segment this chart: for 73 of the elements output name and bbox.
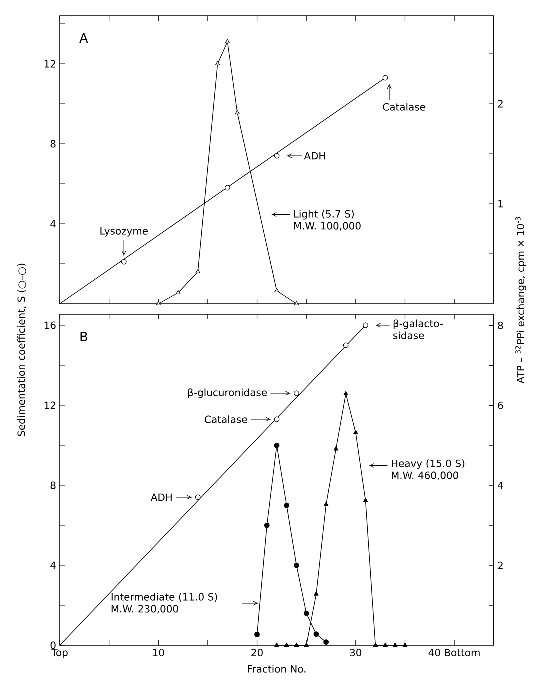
point: [324, 502, 329, 506]
point: [225, 39, 230, 44]
point: [215, 61, 220, 66]
point: [343, 342, 349, 348]
annotation: ADH: [150, 494, 172, 502]
annotation: A: [80, 34, 88, 43]
point: [304, 610, 310, 616]
point: [383, 642, 388, 647]
point: [324, 640, 330, 645]
y2-tick-label: 2: [498, 100, 503, 108]
point: [284, 642, 290, 647]
annotation: β-galacto-sidase: [394, 320, 444, 340]
y2-tick-label: 2: [498, 562, 503, 570]
annotation: B: [80, 332, 88, 342]
y-tick-label: 4: [50, 220, 56, 228]
point: [304, 642, 309, 647]
point: [294, 301, 300, 306]
annotation: Catalase: [383, 103, 426, 111]
point: [294, 642, 300, 647]
y2-axis-title: ATP – $^{32}$PPi exchange, cpm × 10$^{-3}$: [516, 217, 526, 384]
y-tick-label: 8: [50, 482, 56, 490]
y-tick-label: 0: [50, 642, 56, 650]
point: [294, 562, 300, 568]
annotation: Catalase: [205, 416, 248, 424]
point: [274, 642, 280, 647]
y-tick-label: 8: [50, 140, 56, 148]
point: [156, 301, 162, 306]
x-tick-label: 30: [350, 649, 362, 657]
point: [363, 322, 368, 328]
y-tick-label: 12: [44, 60, 56, 68]
point: [274, 288, 280, 292]
point: [314, 632, 320, 638]
x-tick-label: Top: [52, 649, 68, 658]
point: [392, 642, 398, 647]
point: [196, 269, 200, 274]
point: [294, 390, 300, 396]
point: [354, 430, 358, 434]
annotation: Intermediate (11.0 S) M.W. 230,000: [112, 593, 218, 614]
point: [402, 642, 408, 647]
point: [274, 442, 280, 448]
y-tick-label: 4: [50, 562, 56, 570]
point: [284, 502, 290, 508]
point: [373, 642, 378, 647]
point: [264, 522, 270, 528]
point: [235, 110, 240, 114]
point: [254, 632, 260, 638]
y-tick-label: 16: [44, 322, 56, 330]
point: [314, 592, 319, 596]
annotation: β-glucuronidase: [188, 388, 268, 398]
x-tick-label: 40 Bottom: [428, 649, 480, 657]
point: [363, 498, 368, 502]
y2-tick-label: 8: [498, 322, 504, 330]
x-axis-title: Fraction No.: [248, 665, 306, 673]
y-tick-label: 12: [44, 402, 56, 410]
y2-tick-label: 6: [498, 402, 504, 410]
annotation: ADH: [304, 152, 326, 160]
point: [274, 153, 280, 159]
x-tick-label: 10: [153, 649, 164, 657]
point: [344, 391, 348, 396]
point: [195, 494, 201, 500]
point: [176, 290, 181, 294]
point: [224, 185, 230, 191]
annotation: Light (5.7 S) M.W. 100,000: [294, 210, 361, 231]
y2-tick-label: 4: [498, 482, 504, 490]
y-axis-title: Sedimentation coefficient, S (○–○): [18, 264, 26, 436]
point: [274, 416, 280, 422]
annotation: Heavy (15.0 S) M.W. 460,000: [392, 460, 465, 480]
y2-tick-label: 1: [498, 200, 503, 208]
point: [334, 446, 339, 451]
x-tick-label: 20: [252, 649, 263, 657]
annotation: Lysozyme: [100, 227, 148, 237]
point: [121, 259, 127, 265]
point: [382, 75, 388, 81]
